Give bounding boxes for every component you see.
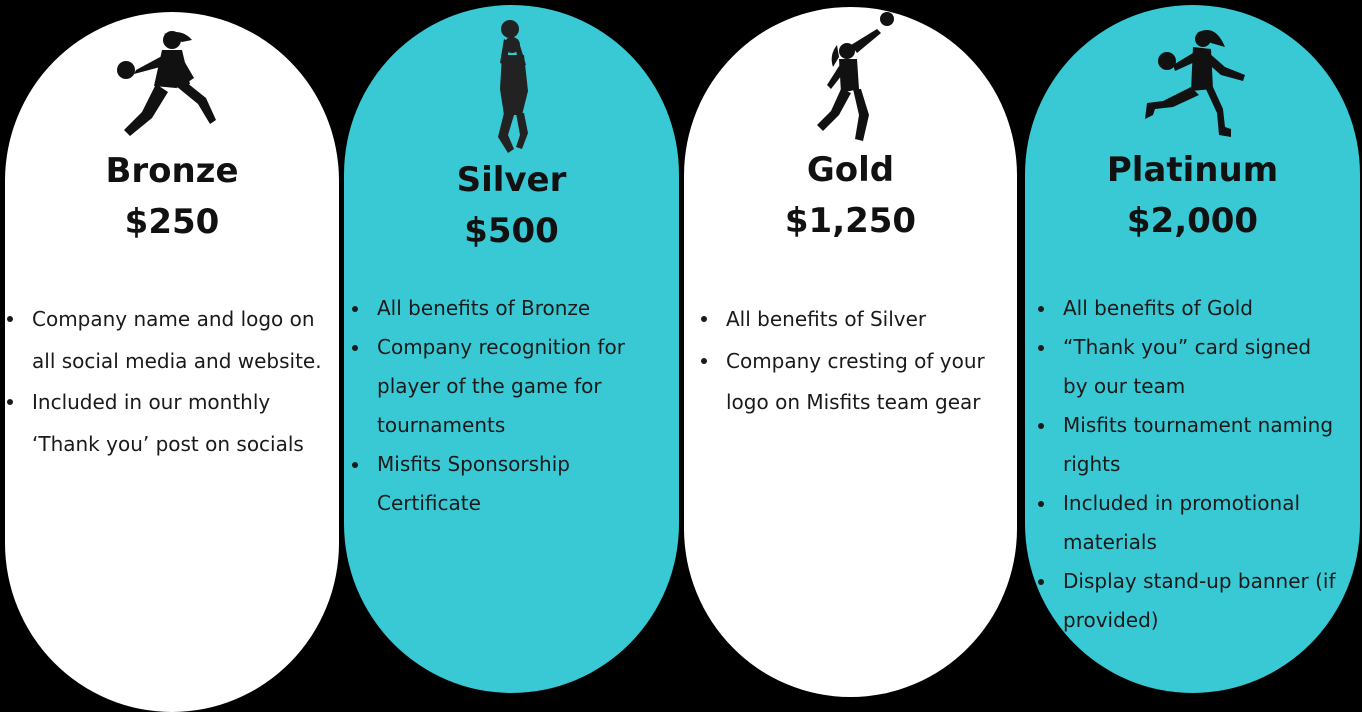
tier-card-bronze: Bronze $250 Company name and logo on all… [5,12,339,712]
tier-card-silver: Silver $500 All benefits of Bronze Compa… [344,5,679,693]
tier-price: $1,250 [784,201,917,241]
benefit-item: Included in our monthly ‘Thank you’ post… [5,382,335,465]
benefit-item: Company name and logo on all social medi… [5,299,335,382]
benefit-item: All benefits of Bronze [350,289,635,328]
basketball-player-running-icon [1025,19,1360,159]
tier-title: Gold [806,150,895,190]
basketball-player-jumping-icon [684,11,1017,151]
benefit-item: Display stand-up banner (if provided) [1036,562,1336,640]
tier-title: Platinum [1106,150,1279,190]
benefit-list: All benefits of Bronze Company recogniti… [350,289,635,523]
benefit-list: All benefits of Gold “Thank you” card si… [1036,289,1336,640]
benefit-list: Company name and logo on all social medi… [5,299,335,465]
benefit-item: Company recognition for player of the ga… [350,328,635,445]
benefit-item: All benefits of Gold [1036,289,1336,328]
benefit-item: Misfits tournament naming rights [1036,406,1336,484]
benefit-item: “Thank you” card signed by our team [1036,328,1336,406]
benefit-item: All benefits of Silver [699,299,1009,341]
tier-card-platinum: Platinum $2,000 All benefits of Gold “Th… [1025,5,1360,693]
benefit-item: Misfits Sponsorship Certificate [350,445,635,523]
tier-card-gold: Gold $1,250 All benefits of Silver Compa… [684,7,1017,697]
tier-price: $250 [124,202,220,242]
basketball-player-shooting-icon [344,19,679,159]
benefit-list: All benefits of Silver Company cresting … [699,299,1009,424]
basketball-player-dribbling-icon [5,26,339,166]
tier-price: $2,000 [1126,201,1259,241]
tier-price: $500 [464,211,559,251]
benefit-item: Included in promotional materials [1036,484,1336,562]
benefit-item: Company cresting of your logo on Misfits… [699,341,1009,424]
tier-title: Silver [456,160,567,200]
tier-title: Bronze [105,151,239,191]
